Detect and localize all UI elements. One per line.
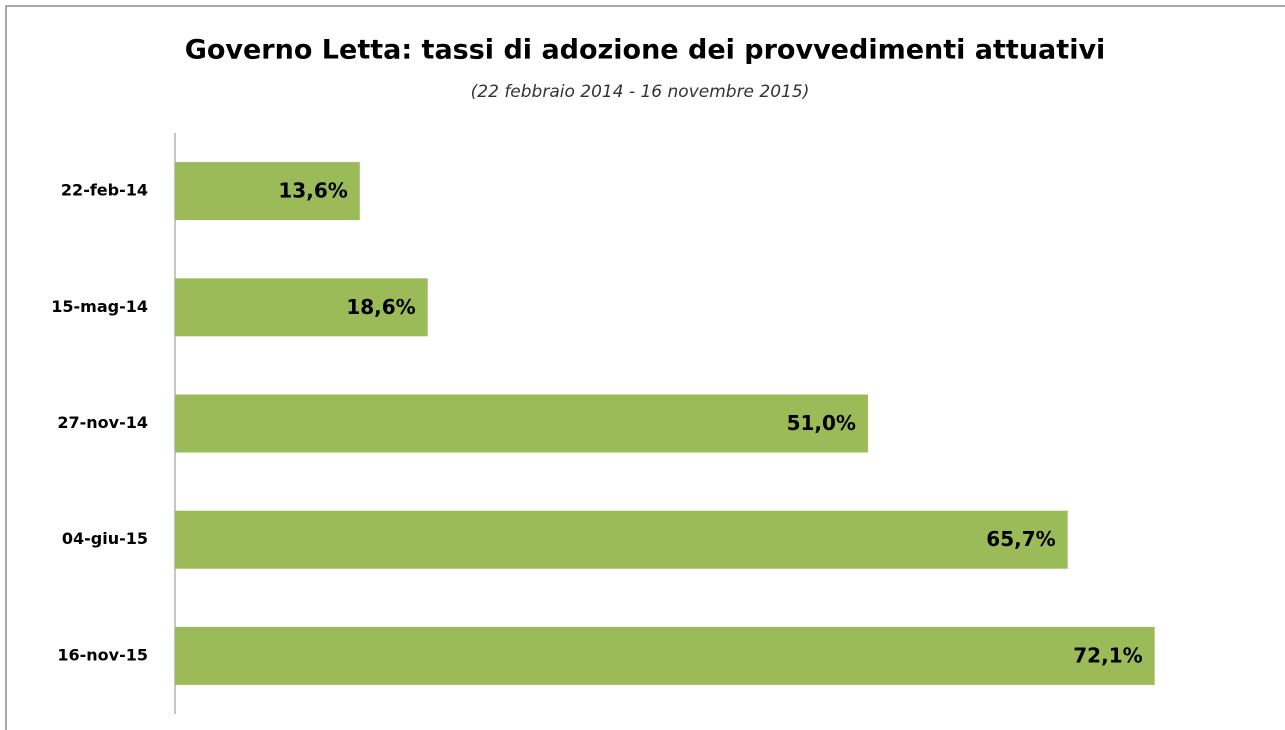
value-label: 18,6% [346,295,415,319]
value-label: 65,7% [986,527,1055,551]
bar [175,394,868,453]
value-label: 13,6% [278,179,347,203]
value-label: 51,0% [787,411,856,435]
value-label: 72,1% [1073,643,1142,667]
bar [175,510,1068,569]
chart-subtitle: (22 febbraio 2014 - 16 novembre 2015) [471,82,810,102]
chart-title: Governo Letta: tassi di adozione dei pro… [185,35,1106,66]
y-tick-label: 27-nov-14 [57,413,148,432]
y-tick-label: 15-mag-14 [51,297,148,316]
chart-frame [5,5,1285,730]
bar [175,162,360,221]
y-tick-label: 22-feb-14 [61,181,148,200]
y-tick-label: 04-giu-15 [62,529,148,548]
y-tick-label: 16-nov-15 [57,645,148,664]
bar [175,278,428,337]
bar [175,626,1155,685]
